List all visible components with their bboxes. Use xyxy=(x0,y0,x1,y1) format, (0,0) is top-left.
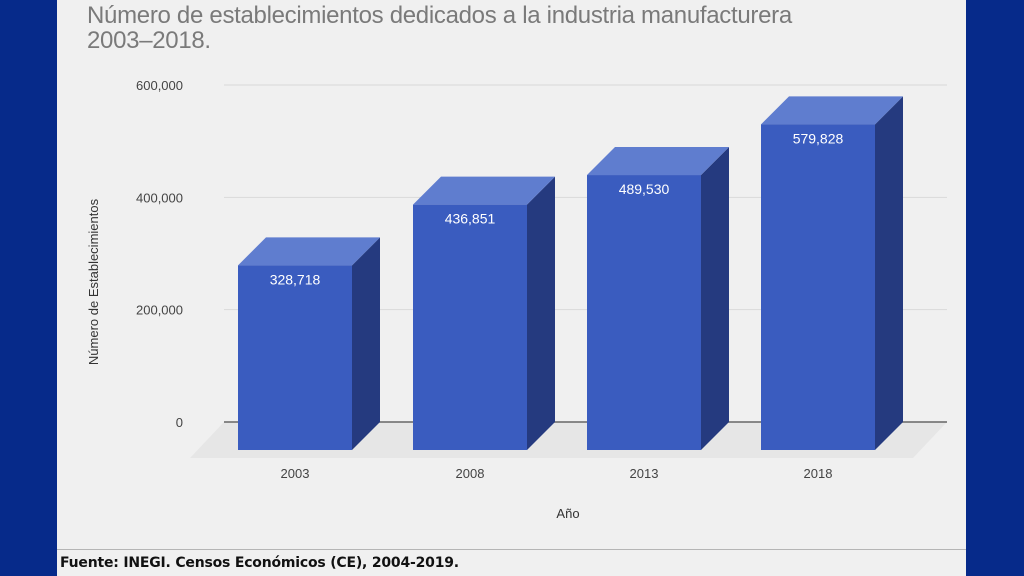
chart-floor xyxy=(190,422,947,458)
y-tick-label: 600,000 xyxy=(136,78,183,93)
data-label: 328,718 xyxy=(270,271,321,287)
chart-title-line-1: Número de establecimientos dedicados a l… xyxy=(87,2,792,29)
x-tick-label: 2003 xyxy=(281,466,310,481)
x-tick-label: 2008 xyxy=(456,466,485,481)
bar-2018: 579,828 xyxy=(761,96,903,450)
bar-front xyxy=(238,265,352,450)
bar-front xyxy=(587,175,701,451)
x-axis-title: Año xyxy=(556,506,579,521)
y-tick-label: 200,000 xyxy=(136,303,183,318)
bar-side xyxy=(527,176,555,450)
bar-top xyxy=(761,96,903,125)
y-tick-label: 0 xyxy=(176,415,183,430)
chart-title-line-2: 2003–2018. xyxy=(87,27,211,54)
x-tick-label: 2018 xyxy=(804,466,833,481)
data-label: 579,828 xyxy=(793,130,844,146)
bar-2013: 489,530 xyxy=(587,147,729,451)
bar-side xyxy=(352,237,380,450)
bar-front xyxy=(413,204,527,450)
bar-2003: 328,718 xyxy=(238,237,380,450)
chart-title: Número de establecimientos dedicados a l… xyxy=(87,3,947,53)
bar-front xyxy=(761,124,875,450)
bar-top xyxy=(587,147,729,176)
source-note: Fuente: INEGI. Censos Económicos (CE), 2… xyxy=(60,555,459,571)
bar-top xyxy=(238,237,380,266)
bar-top xyxy=(413,176,555,205)
x-tick-label: 2013 xyxy=(630,466,659,481)
bar-2008: 436,851 xyxy=(413,176,555,450)
data-label: 489,530 xyxy=(619,181,670,197)
y-axis-title: Número de Establecimientos xyxy=(86,198,101,365)
bar-side xyxy=(875,96,903,450)
y-tick-label: 400,000 xyxy=(136,190,183,205)
source-divider xyxy=(57,549,966,550)
bar-side xyxy=(701,147,729,451)
data-label: 436,851 xyxy=(445,211,496,227)
